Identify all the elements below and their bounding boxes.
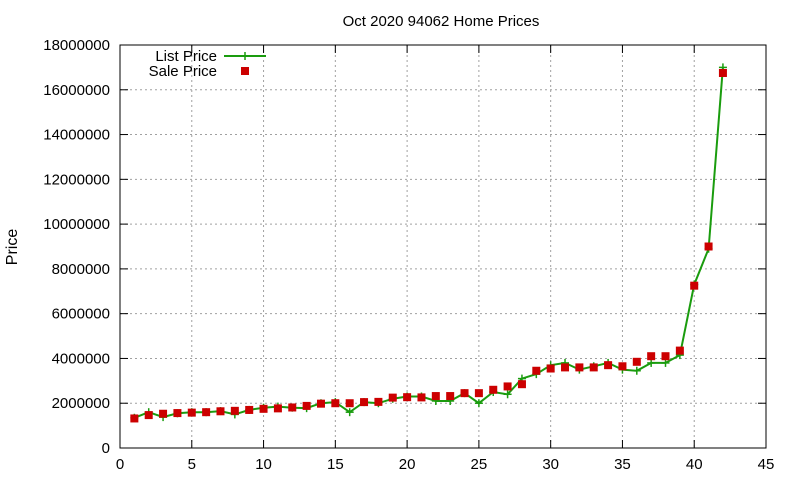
- y-tick-label: 10000000: [43, 216, 110, 233]
- x-axis-ticks: 0 5 10 15 20 25 30 35 40 45: [116, 45, 775, 473]
- legend-label-sale-price: Sale Price: [149, 63, 217, 80]
- sale-price-point: [403, 393, 412, 402]
- sale-price-point: [388, 393, 397, 402]
- sale-price-point: [431, 392, 440, 401]
- grid-lines: [120, 45, 766, 448]
- x-tick-label: 25: [471, 456, 488, 473]
- y-tick-label: 12000000: [43, 171, 110, 188]
- sale-price-point: [245, 405, 254, 414]
- list-price-point: [474, 399, 483, 408]
- y-axis-label: Price: [4, 229, 21, 266]
- list-price-point: [632, 366, 641, 375]
- sale-price-point: [575, 363, 584, 372]
- y-tick-label: 18000000: [43, 37, 110, 54]
- list-price-point: [661, 358, 670, 367]
- x-tick-label: 30: [542, 456, 559, 473]
- y-tick-label: 6000000: [52, 306, 110, 323]
- sale-price-point: [187, 408, 196, 417]
- plot-series: [130, 63, 727, 423]
- sale-price-point: [159, 409, 168, 418]
- sale-price-point: [589, 363, 598, 372]
- sale-price-point: [675, 346, 684, 355]
- legend-swatch-sale-price: [241, 67, 249, 75]
- sale-price-point: [604, 361, 613, 370]
- sale-price-point: [259, 404, 268, 413]
- sale-price-point: [345, 399, 354, 408]
- sale-price-point: [144, 411, 153, 420]
- sale-price-point: [446, 392, 455, 401]
- list-price-point: [647, 358, 656, 367]
- plot-frame: [119, 44, 767, 449]
- x-tick-label: 45: [758, 456, 775, 473]
- x-tick-label: 5: [188, 456, 196, 473]
- sale-price-point: [661, 352, 670, 361]
- sale-price-point: [704, 242, 713, 251]
- y-tick-label: 0: [102, 440, 110, 457]
- sale-price-point: [503, 382, 512, 391]
- x-tick-label: 0: [116, 456, 124, 473]
- sale-price-point: [216, 407, 225, 416]
- x-tick-label: 40: [686, 456, 703, 473]
- list-price-point: [345, 408, 354, 417]
- chart-title: Oct 2020 94062 Home Prices: [343, 13, 540, 30]
- legend: List Price Sale Price: [149, 48, 266, 80]
- legend-label-list-price: List Price: [155, 48, 217, 65]
- sale-price-point: [718, 68, 727, 77]
- y-tick-label: 16000000: [43, 82, 110, 99]
- sale-price-point: [546, 364, 555, 373]
- sale-price-point: [202, 408, 211, 417]
- sale-price-point: [417, 393, 426, 402]
- sale-price-point: [690, 281, 699, 290]
- x-tick-label: 20: [399, 456, 416, 473]
- y-axis-ticks: 0 2000000 4000000 6000000 8000000 10000000 120…: [43, 37, 766, 457]
- sale-price-point: [474, 389, 483, 398]
- sale-price-point: [561, 363, 570, 372]
- sale-price-point: [618, 362, 627, 371]
- sale-price-point: [489, 385, 498, 394]
- y-tick-label: 8000000: [52, 261, 110, 278]
- sale-price-point: [273, 404, 282, 413]
- sale-price-point: [360, 398, 369, 407]
- sale-price-point: [632, 357, 641, 366]
- sale-price-point: [130, 414, 139, 423]
- y-tick-label: 2000000: [52, 395, 110, 412]
- sale-price-point: [288, 403, 297, 412]
- sale-price-point: [460, 389, 469, 398]
- sale-price-point: [316, 399, 325, 408]
- sale-price-point: [302, 401, 311, 410]
- sale-price-point: [230, 406, 239, 415]
- x-tick-label: 35: [614, 456, 631, 473]
- sale-price-point: [374, 397, 383, 406]
- x-tick-label: 15: [327, 456, 344, 473]
- list-price-point: [503, 390, 512, 399]
- sale-price-point: [331, 399, 340, 408]
- y-tick-label: 14000000: [43, 127, 110, 144]
- y-tick-label: 4000000: [52, 350, 110, 367]
- sale-price-point: [532, 366, 541, 375]
- x-tick-label: 10: [255, 456, 272, 473]
- sale-price-point: [517, 380, 526, 389]
- sale-price-point: [647, 352, 656, 361]
- sale-price-point: [173, 409, 182, 418]
